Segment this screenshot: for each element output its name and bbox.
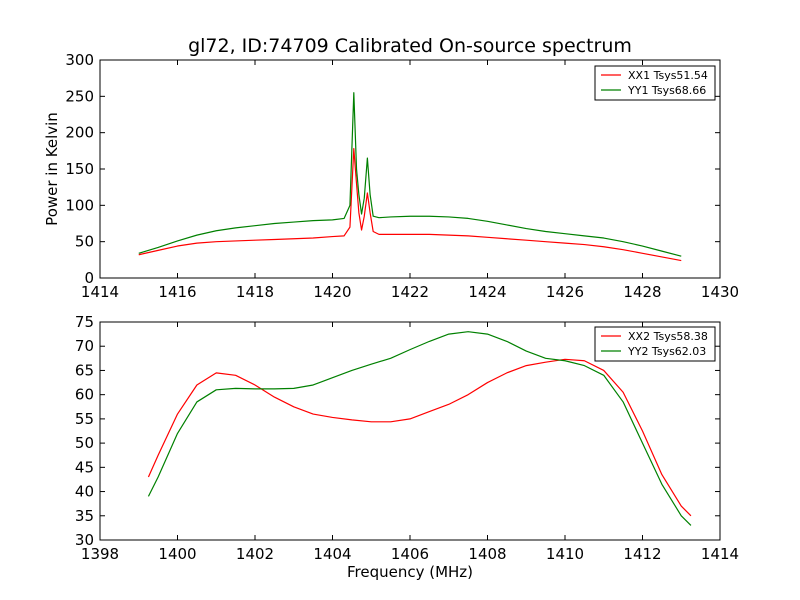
y-tick-label: 100	[65, 196, 94, 214]
x-tick-label: 1430	[701, 283, 739, 301]
x-tick-label: 1414	[81, 283, 119, 301]
x-tick-label: 1398	[81, 545, 119, 563]
x-tick-label: 1402	[236, 545, 274, 563]
y-tick-label: 250	[65, 87, 94, 105]
y-tick-label: 40	[75, 483, 94, 501]
y-tick-label: 150	[65, 160, 94, 178]
y-axis-label: Power in Kelvin	[43, 112, 61, 226]
y-tick-label: 30	[75, 531, 94, 549]
legend-entry: YY1 Tsys68.66	[627, 84, 706, 97]
y-tick-label: 65	[75, 361, 94, 379]
legend: XX1 Tsys51.54 YY1 Tsys68.66	[594, 65, 716, 101]
x-tick-label: 1414	[701, 545, 739, 563]
lower-spectrum-panel: 1398 1400 1402 1404 1406 1408 1410 1412 1414 30 35…	[75, 313, 739, 581]
y-tick-label: 0	[84, 269, 94, 287]
y-tick-label: 35	[75, 507, 94, 525]
x-tick-label: 1404	[313, 545, 351, 563]
y-tick-label: 200	[65, 124, 94, 142]
upper-spectrum-panel: 1414 1416 1418 1420 1422 1424 1426 1428 1430 0 50 1…	[43, 51, 739, 301]
x-tick-label: 1406	[391, 545, 429, 563]
y-tick-label: 45	[75, 458, 94, 476]
x-tick-label: 1418	[236, 283, 274, 301]
x-tick-label: 1400	[158, 545, 196, 563]
series-line-xx1	[138, 148, 682, 262]
y-tick-label: 55	[75, 410, 94, 428]
x-tick-label: 1408	[468, 545, 506, 563]
x-tick-label: 1426	[546, 283, 584, 301]
series-line-xx2	[147, 358, 692, 517]
x-tick-label: 1412	[623, 545, 661, 563]
x-tick-label: 1416	[158, 283, 196, 301]
y-tick-label: 75	[75, 313, 94, 331]
legend-box	[594, 326, 716, 362]
chart-title: gl72, ID:74709 Calibrated On-source spec…	[188, 35, 632, 57]
legend: XX2 Tsys58.38 YY2 Tsys62.03	[594, 326, 716, 362]
legend-entry: XX1 Tsys51.54	[628, 69, 708, 82]
x-tick-label: 1422	[391, 283, 429, 301]
legend-box	[594, 65, 716, 101]
x-tick-label: 1424	[468, 283, 506, 301]
x-tick-label: 1420	[313, 283, 351, 301]
y-tick-label: 300	[65, 51, 94, 69]
y-tick-label: 50	[75, 233, 94, 251]
y-tick-label: 70	[75, 337, 94, 355]
series-line-yy1	[138, 92, 682, 257]
legend-entry: YY2 Tsys62.03	[627, 345, 706, 358]
legend-entry: XX2 Tsys58.38	[628, 330, 708, 343]
x-tick-label: 1428	[623, 283, 661, 301]
y-tick-label: 50	[75, 434, 94, 452]
series-line-yy2	[147, 331, 692, 526]
x-axis-label: Frequency (MHz)	[347, 563, 473, 581]
y-tick-label: 60	[75, 386, 94, 404]
x-tick-label: 1410	[546, 545, 584, 563]
